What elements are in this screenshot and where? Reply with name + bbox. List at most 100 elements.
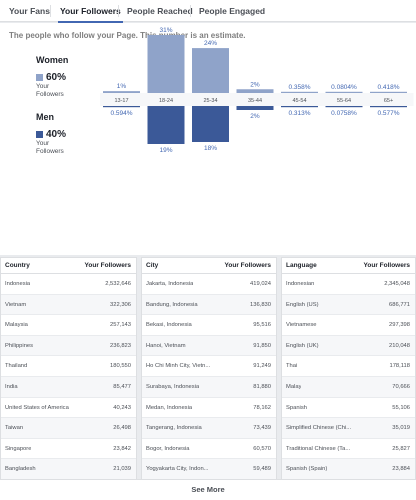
women-swatch <box>36 74 43 81</box>
table-header-name[interactable]: Language <box>286 262 317 269</box>
table-row: Spanish 55,106 <box>282 398 415 419</box>
age-label: 13-17 <box>114 98 128 104</box>
age-band <box>100 93 414 106</box>
row-value: 73,439 <box>253 425 271 432</box>
women-pct-label: 0.0804% <box>331 84 357 91</box>
row-name: Jakarta, Indonesia <box>146 281 194 287</box>
row-value: 419,024 <box>250 281 271 287</box>
tab-your-followers[interactable]: Your Followers <box>58 0 123 23</box>
row-name: Bekasi, Indonesia <box>146 322 192 329</box>
men-bar <box>370 106 407 108</box>
age-label: 35-44 <box>248 98 262 104</box>
language-table: Language Your Followers Indonesian 2,345,04… <box>281 257 416 480</box>
row-name: Tangerang, Indonesia <box>146 425 202 432</box>
men-pct-label: 19% <box>159 147 172 154</box>
table-row: Malaysia 257,143 <box>1 315 136 336</box>
table-row: Yogyakarta City, Indon... 59,489 <box>142 459 276 480</box>
row-name: Thai <box>286 363 298 370</box>
row-name: Spanish <box>286 404 307 411</box>
row-name: Medan, Indonesia <box>146 404 193 411</box>
tab-your-fans[interactable]: Your Fans <box>9 6 50 16</box>
tab-divider <box>50 5 51 17</box>
row-value: 686,771 <box>389 301 410 308</box>
age-label: 18-24 <box>159 98 173 104</box>
row-name: Bogor, Indonesia <box>146 445 190 452</box>
table-header-value[interactable]: Your Followers <box>363 262 410 269</box>
row-value: 210,048 <box>389 342 410 349</box>
row-value: 178,118 <box>389 363 410 370</box>
tab-divider <box>190 5 191 17</box>
row-value: 23,884 <box>392 466 410 473</box>
men-percent: 40% <box>46 129 67 140</box>
row-value: 78,162 <box>253 404 271 411</box>
men-bar <box>325 106 363 108</box>
table-header-value[interactable]: Your Followers <box>84 262 131 269</box>
row-value: 297,398 <box>389 322 410 329</box>
table-row: Vietnamese 297,398 <box>282 315 415 336</box>
age-gender-chart: The people who follow your Page. This nu… <box>0 23 416 255</box>
row-name: Ho Chi Minh City, Vietn... <box>146 363 211 370</box>
table-header-name[interactable]: Country <box>5 262 30 269</box>
row-name: Philippines <box>5 342 34 349</box>
row-name: Thailand <box>5 363 28 370</box>
row-value: 136,830 <box>250 301 271 308</box>
women-pct-label: 0.418% <box>377 84 399 91</box>
table-row: Bekasi, Indonesia 95,516 <box>142 315 276 336</box>
men-pct-label: 18% <box>204 145 217 152</box>
table-row: Malay 70,666 <box>282 376 415 398</box>
table-header: Country Your Followers <box>1 258 136 274</box>
row-value: 21,039 <box>113 466 131 473</box>
tab-people-engaged[interactable]: People Engaged <box>199 6 266 16</box>
table-row: Thailand 180,550 <box>1 356 136 377</box>
row-value: 236,823 <box>110 342 131 349</box>
row-value: 91,249 <box>253 363 271 370</box>
row-value: 2,345,048 <box>384 281 410 287</box>
row-name: Vietnamese <box>286 322 317 329</box>
row-value: 60,570 <box>253 445 271 452</box>
table-row: Bandung, Indonesia 136,830 <box>142 294 276 316</box>
chart-subtitle: The people who follow your Page. This nu… <box>9 31 246 40</box>
row-name: English (US) <box>286 301 319 308</box>
row-value: 81,880 <box>253 383 271 390</box>
table-row: Surabaya, Indonesia 81,880 <box>142 376 276 398</box>
table-row: Philippines 236,823 <box>1 335 136 357</box>
row-name: Simplified Chinese (Chi... <box>286 425 352 432</box>
row-value: 95,516 <box>253 322 271 329</box>
table-header-value[interactable]: Your Followers <box>224 262 271 269</box>
table-row: Bangladesh 21,039 <box>1 459 136 480</box>
women-legend-title: Women <box>36 55 69 65</box>
row-name: Spanish (Spain) <box>286 466 328 473</box>
women-bar <box>370 91 407 93</box>
men-legend-title: Men <box>36 112 54 122</box>
row-name: English (UK) <box>286 342 319 349</box>
men-bar <box>192 106 229 142</box>
row-name: Traditional Chinese (Ta... <box>286 445 351 452</box>
women-bar <box>103 91 140 93</box>
followers-tables: Country Your Followers Indonesia 2,532,646 V… <box>0 257 416 480</box>
table-row: Indonesia 2,532,646 <box>1 274 136 295</box>
men-pct-label: 0.577% <box>377 110 399 117</box>
women-bar <box>325 91 363 93</box>
row-value: 322,306 <box>110 301 131 308</box>
row-name: Surabaya, Indonesia <box>146 383 200 390</box>
row-name: Yogyakarta City, Indon... <box>146 466 209 473</box>
table-row: Spanish (Spain) 23,884 <box>282 459 415 480</box>
table-row: Taiwan 26,498 <box>1 418 136 439</box>
women-bar <box>192 48 229 93</box>
table-header-name[interactable]: City <box>146 262 159 269</box>
row-name: Indonesia <box>5 281 31 287</box>
men-legend-label: Your Followers <box>36 140 64 155</box>
row-name: Taiwan <box>5 425 24 432</box>
women-percent: 60% <box>46 72 67 83</box>
table-row: Bogor, Indonesia 60,570 <box>142 439 276 460</box>
tab-people-reached[interactable]: People Reached <box>127 6 193 16</box>
women-pct-label: 0.358% <box>288 84 310 91</box>
table-header: City Your Followers <box>142 258 276 274</box>
table-row: Indonesian 2,345,048 <box>282 274 415 295</box>
men-pct-label: 0.313% <box>288 110 310 117</box>
women-pct-label: 31% <box>159 27 172 34</box>
age-label: 45-54 <box>292 98 306 104</box>
row-value: 59,489 <box>253 466 271 473</box>
table-row: Medan, Indonesia 78,162 <box>142 398 276 419</box>
see-more-button[interactable]: See More <box>0 479 416 500</box>
